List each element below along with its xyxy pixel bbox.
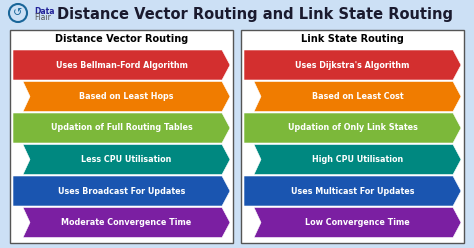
Text: Based on Least Hops: Based on Least Hops — [79, 92, 174, 101]
Text: ↺: ↺ — [13, 8, 23, 18]
FancyBboxPatch shape — [10, 30, 233, 243]
Polygon shape — [254, 82, 461, 112]
Text: Link State Routing: Link State Routing — [301, 34, 404, 44]
Text: Uses Multicast For Updates: Uses Multicast For Updates — [291, 186, 414, 195]
Text: Flair: Flair — [34, 13, 51, 23]
Text: Based on Least Cost: Based on Least Cost — [312, 92, 403, 101]
Text: Distance Vector Routing and Link State Routing: Distance Vector Routing and Link State R… — [57, 6, 453, 22]
Polygon shape — [254, 208, 461, 238]
Polygon shape — [13, 176, 230, 206]
Text: Less CPU Utilisation: Less CPU Utilisation — [82, 155, 172, 164]
Text: Moderate Convergence Time: Moderate Convergence Time — [61, 218, 191, 227]
Text: Data: Data — [34, 7, 55, 17]
Text: Uses Bellman-Ford Algorithm: Uses Bellman-Ford Algorithm — [55, 61, 187, 69]
Polygon shape — [254, 145, 461, 175]
Polygon shape — [23, 82, 230, 112]
Polygon shape — [244, 50, 461, 80]
Polygon shape — [244, 176, 461, 206]
Text: Low Convergence Time: Low Convergence Time — [305, 218, 410, 227]
Text: Updation of Only Link States: Updation of Only Link States — [288, 124, 418, 132]
Text: Updation of Full Routing Tables: Updation of Full Routing Tables — [51, 124, 192, 132]
Text: Uses Broadcast For Updates: Uses Broadcast For Updates — [58, 186, 185, 195]
Text: Uses Dijkstra's Algorithm: Uses Dijkstra's Algorithm — [295, 61, 410, 69]
Polygon shape — [244, 113, 461, 143]
Polygon shape — [23, 145, 230, 175]
Text: Distance Vector Routing: Distance Vector Routing — [55, 34, 188, 44]
Polygon shape — [23, 208, 230, 238]
Polygon shape — [13, 50, 230, 80]
Polygon shape — [13, 113, 230, 143]
FancyBboxPatch shape — [241, 30, 464, 243]
Text: High CPU Utilisation: High CPU Utilisation — [312, 155, 403, 164]
